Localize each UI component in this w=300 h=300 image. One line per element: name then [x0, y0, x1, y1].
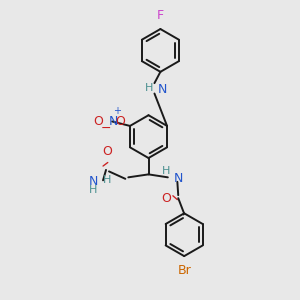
Text: O: O [103, 145, 112, 158]
Text: N: N [158, 82, 167, 96]
Text: H: H [145, 82, 153, 93]
Text: O: O [94, 115, 103, 128]
Text: −: − [101, 122, 112, 134]
Text: N: N [174, 172, 183, 185]
Text: H: H [162, 166, 170, 176]
Text: N: N [88, 175, 98, 188]
Text: H: H [102, 175, 111, 185]
Text: Br: Br [177, 263, 191, 277]
Text: H: H [89, 185, 98, 195]
Text: F: F [157, 9, 164, 22]
Text: O: O [116, 115, 126, 128]
Text: +: + [113, 106, 121, 116]
Text: N: N [109, 115, 118, 128]
Text: O: O [161, 192, 171, 205]
